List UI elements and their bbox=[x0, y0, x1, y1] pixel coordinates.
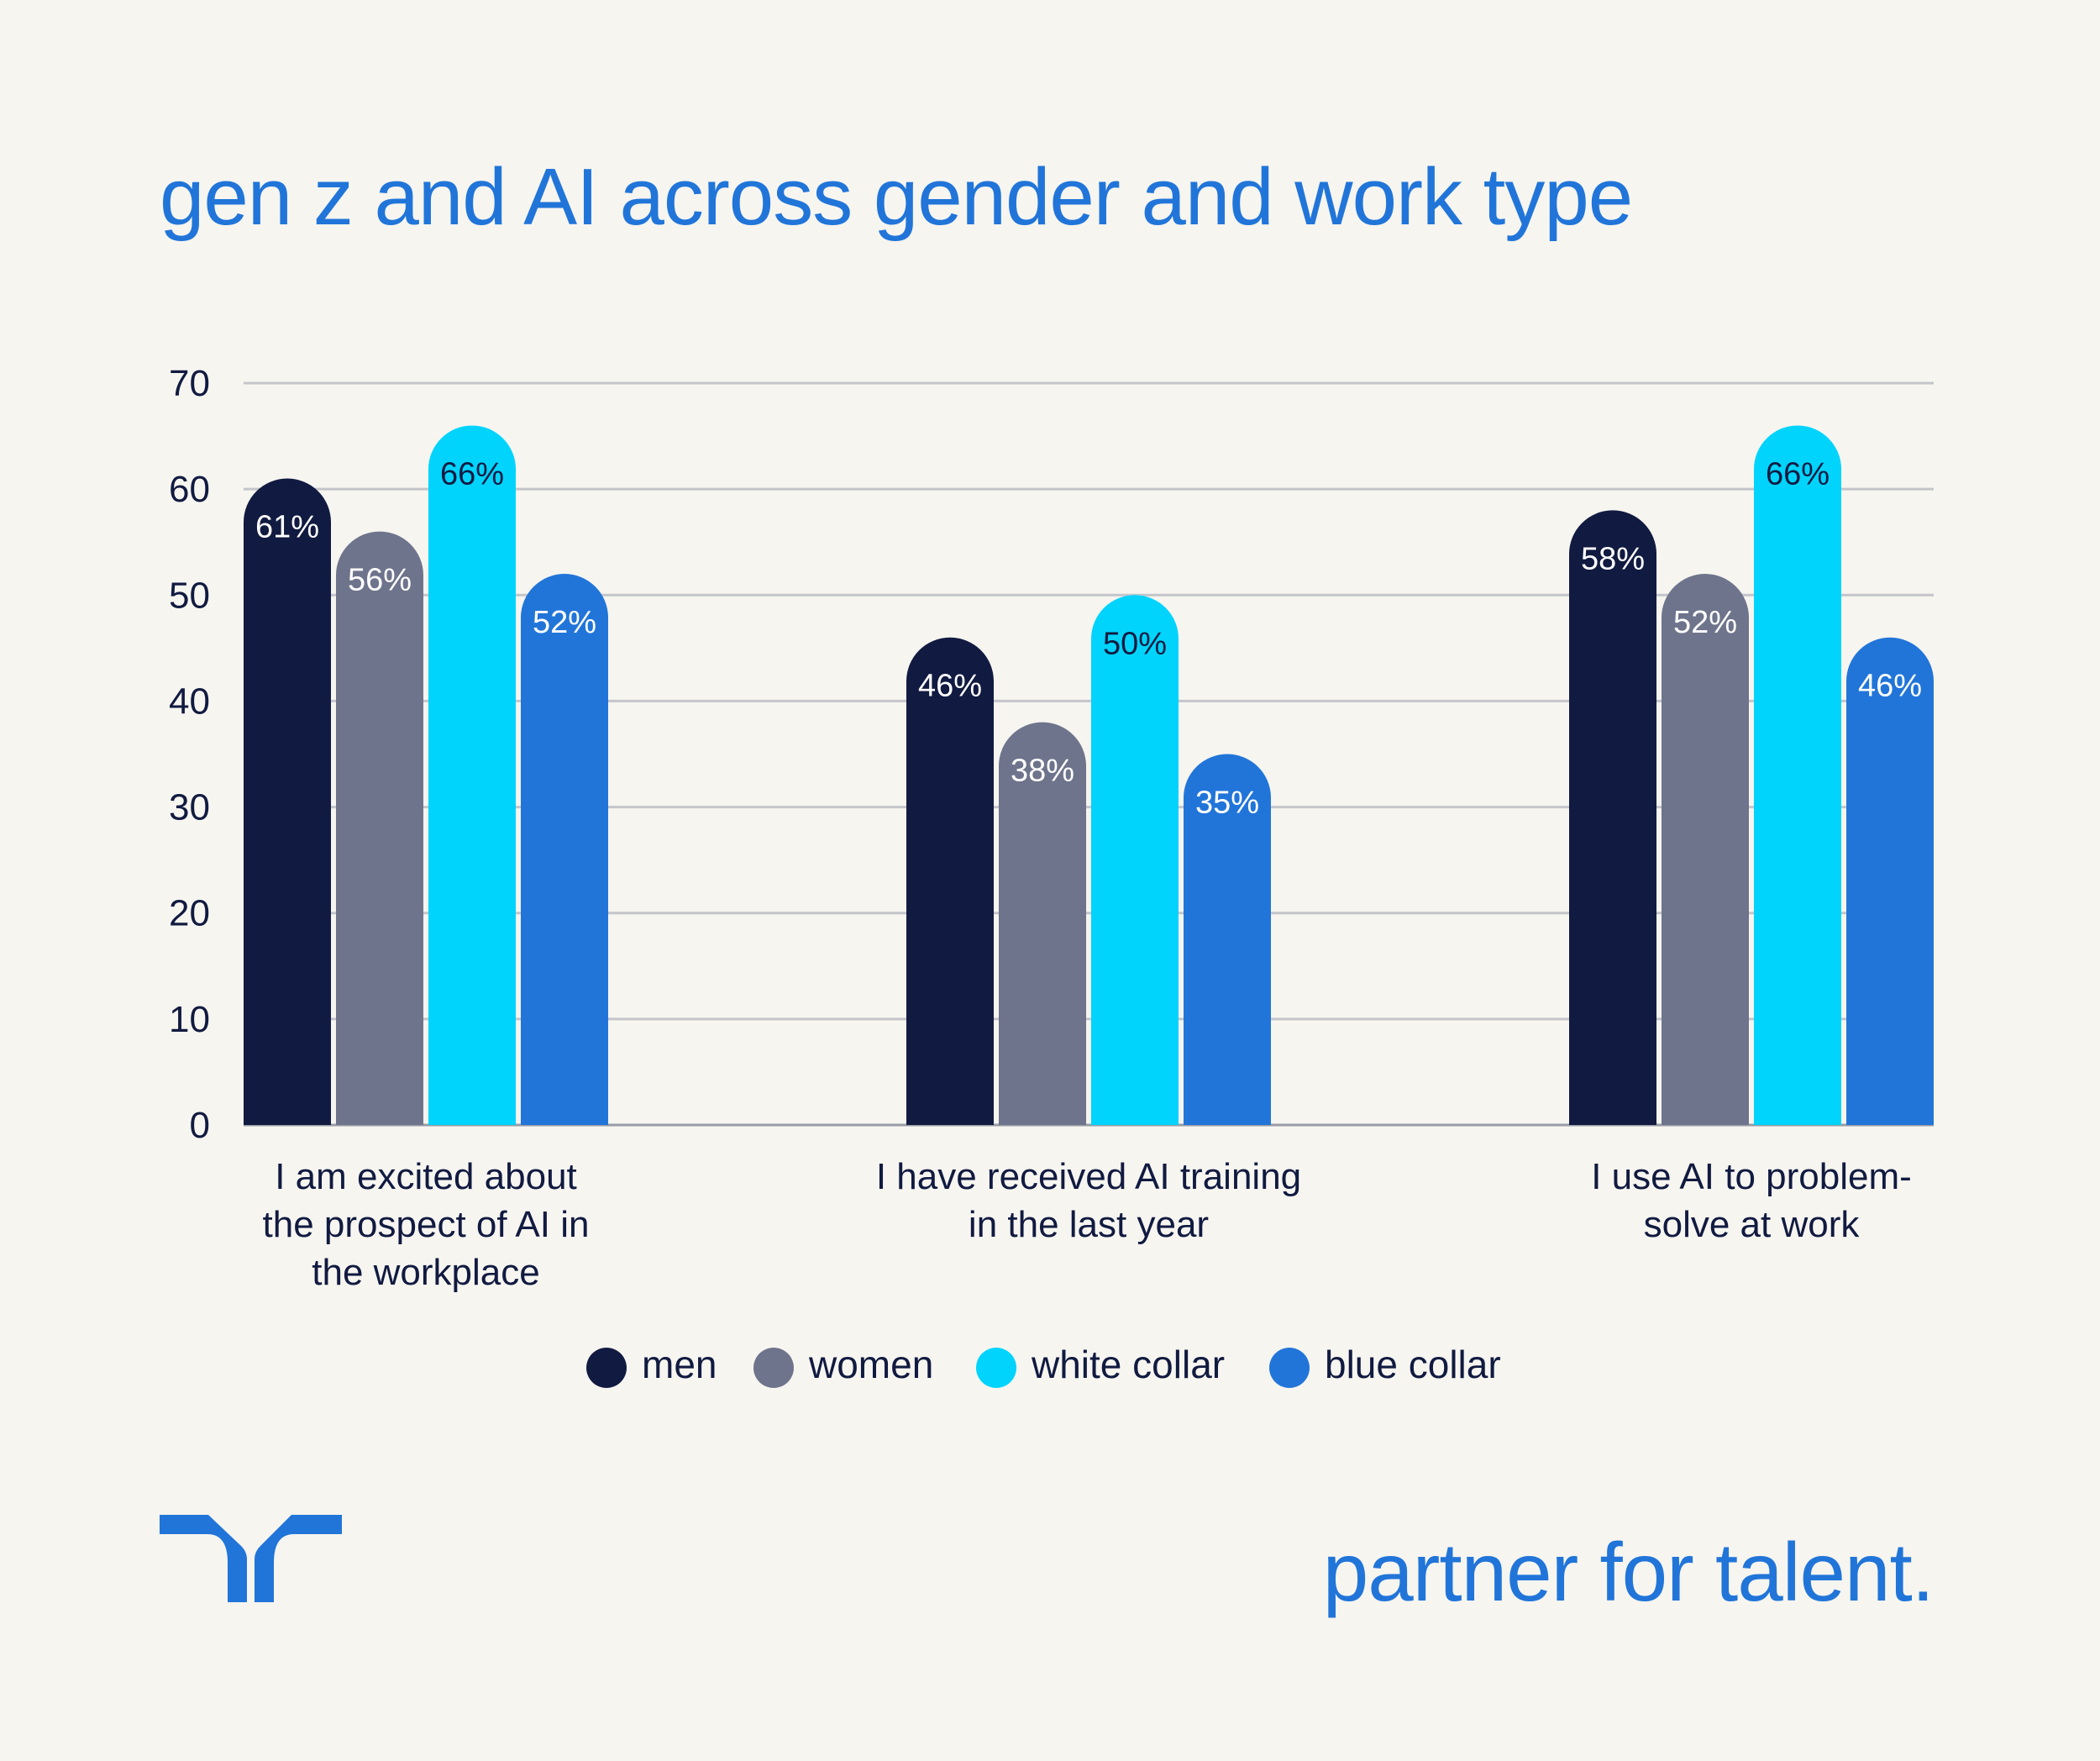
y-tick-label: 20 bbox=[169, 893, 210, 934]
category-label: I have received AI training bbox=[876, 1156, 1301, 1197]
category-label: the prospect of AI in bbox=[263, 1204, 590, 1245]
bar-women bbox=[336, 531, 423, 1125]
bar-white-collar bbox=[428, 425, 516, 1126]
bar-blue-collar bbox=[1184, 754, 1271, 1125]
legend-swatch bbox=[753, 1348, 794, 1388]
data-label: 66% bbox=[1766, 456, 1830, 492]
y-tick-label: 70 bbox=[169, 363, 210, 404]
legend-swatch bbox=[586, 1348, 627, 1388]
data-label: 50% bbox=[1103, 626, 1167, 661]
category-label: I am excited about bbox=[275, 1156, 577, 1197]
y-tick-label: 30 bbox=[169, 787, 210, 828]
bar-chart: 0 10 20 30 40 50 60 70 61% 46% 58% 56% 38% 52% 66% 50%… bbox=[169, 363, 1935, 1388]
bar-blue-collar bbox=[521, 574, 608, 1125]
y-tick-label: 0 bbox=[190, 1105, 210, 1146]
category-label: in the last year bbox=[969, 1204, 1209, 1245]
category-label: I use AI to problem- bbox=[1591, 1156, 1912, 1197]
data-label: 38% bbox=[1011, 754, 1074, 789]
legend-item-white-collar: white collar bbox=[976, 1343, 1225, 1388]
category-labels: I am excited about the prospect of AI in t… bbox=[263, 1156, 1912, 1293]
legend-label: women bbox=[808, 1343, 933, 1386]
chart-title: gen z and AI across gender and work type bbox=[160, 152, 1633, 242]
data-label: 61% bbox=[255, 510, 319, 545]
data-label: 46% bbox=[1858, 669, 1922, 704]
legend-label: white collar bbox=[1031, 1343, 1225, 1386]
randstad-logo bbox=[160, 1515, 342, 1602]
bar-women bbox=[999, 722, 1086, 1125]
bar-men bbox=[906, 637, 994, 1125]
y-tick-label: 50 bbox=[169, 575, 210, 616]
data-label: 46% bbox=[918, 669, 982, 704]
bar-men bbox=[244, 478, 331, 1125]
category-label: solve at work bbox=[1644, 1204, 1861, 1245]
legend-swatch bbox=[1269, 1348, 1310, 1388]
legend-item-women: women bbox=[753, 1343, 933, 1388]
data-label: 58% bbox=[1581, 541, 1645, 576]
category-label: the workplace bbox=[312, 1252, 539, 1293]
bar-white-collar bbox=[1091, 595, 1179, 1125]
tagline: partner for talent. bbox=[1322, 1526, 1935, 1618]
legend-label: men bbox=[642, 1343, 717, 1386]
bar-women bbox=[1662, 574, 1749, 1125]
legend-item-men: men bbox=[586, 1343, 717, 1388]
data-label: 56% bbox=[348, 563, 412, 598]
legend-swatch bbox=[976, 1348, 1016, 1388]
legend-label: blue collar bbox=[1325, 1343, 1501, 1386]
data-label: 66% bbox=[440, 456, 504, 492]
data-label: 52% bbox=[533, 605, 596, 640]
bar-white-collar bbox=[1754, 425, 1841, 1126]
bar-men bbox=[1569, 510, 1656, 1125]
legend-item-blue-collar: blue collar bbox=[1269, 1343, 1501, 1388]
y-axis-ticks: 0 10 20 30 40 50 60 70 bbox=[169, 363, 210, 1146]
legend: men women white collar blue collar bbox=[586, 1343, 1501, 1388]
data-label: 52% bbox=[1673, 605, 1737, 640]
data-label: 35% bbox=[1195, 786, 1259, 821]
bar-blue-collar bbox=[1846, 637, 1935, 1125]
bars: 61% 46% 58% 56% 38% 52% 66% 50% 66% 52% 35% 46% bbox=[244, 425, 1935, 1126]
y-tick-label: 60 bbox=[169, 469, 210, 510]
y-tick-label: 10 bbox=[169, 999, 210, 1040]
y-tick-label: 40 bbox=[169, 681, 210, 722]
